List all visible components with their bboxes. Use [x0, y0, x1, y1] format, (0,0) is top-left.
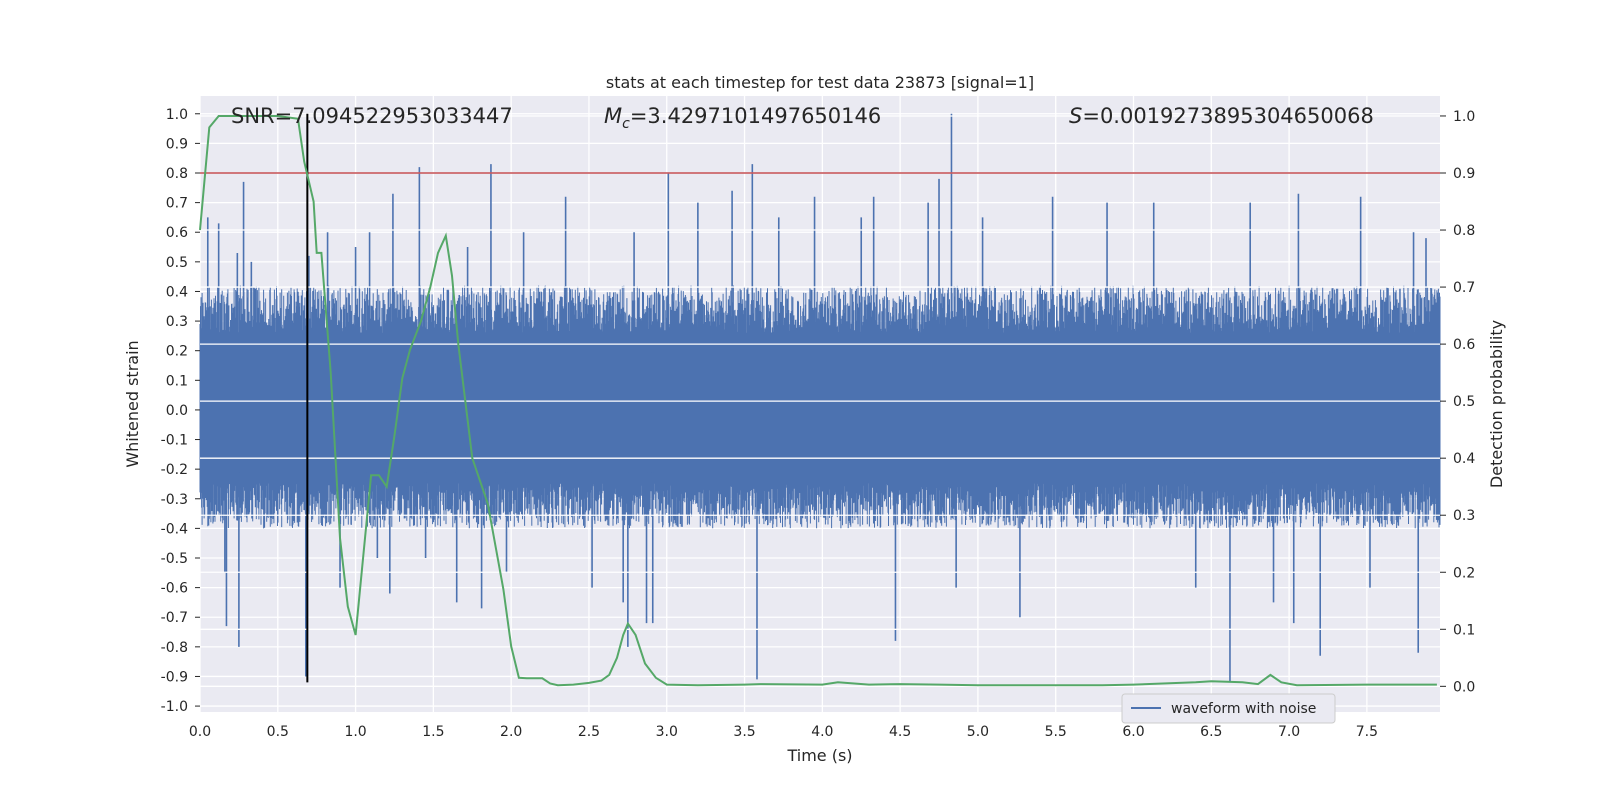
y-tick-label: -0.8 [161, 640, 188, 656]
y-tick-label: 0.8 [166, 166, 188, 182]
y-axis-label: Whitened strain [123, 340, 142, 467]
y-tick-label: -1.0 [161, 699, 188, 715]
x-tick-label: 4.5 [889, 724, 911, 740]
y-tick-label: -0.6 [161, 581, 188, 597]
y-tick-label: 0.4 [166, 284, 188, 300]
x-tick-label: 1.0 [344, 724, 366, 740]
x-tick-label: 0.5 [267, 724, 289, 740]
y-tick-label: 0.0 [166, 403, 188, 419]
y-tick-label: 0.9 [166, 136, 188, 152]
y2-tick-label: 0.0 [1453, 679, 1475, 695]
legend-box [1121, 693, 1336, 724]
x-tick-label: 2.0 [500, 724, 522, 740]
s-value: =0.0019273895304650068 [1082, 104, 1374, 128]
y-tick-label: 0.1 [166, 373, 188, 389]
y2-tick-label: 0.8 [1453, 223, 1475, 239]
y2-tick-label: 0.1 [1453, 622, 1475, 638]
y2-tick-label: 0.5 [1453, 394, 1475, 410]
y-tick-label: 0.6 [166, 225, 188, 241]
y2-tick-label: 0.3 [1453, 508, 1475, 524]
snr-annotation: SNR=7.094522953033447 [231, 104, 513, 128]
chirp-mass-subscript: c [622, 116, 630, 132]
x-tick-label: 6.0 [1122, 724, 1144, 740]
x-tick-label: 5.5 [1045, 724, 1067, 740]
y-tick-label: 0.5 [166, 255, 188, 271]
y2-tick-label: 0.6 [1453, 337, 1475, 353]
y2-tick-label: 0.4 [1453, 451, 1475, 467]
y-tick-label: 0.7 [166, 196, 188, 212]
s-symbol: S [1069, 104, 1082, 128]
waveform-with-noise-series [199, 113, 1441, 687]
x-tick-label: 7.0 [1278, 724, 1300, 740]
x-tick-label: 5.0 [967, 724, 989, 740]
axis-ticks: 0.0 0.5 1.0 1.5 2.0 2.5 3.0 3.5 4.0 4.5 5.0 5.5 6.0 6… [161, 107, 1476, 740]
x-tick-label: 3.5 [733, 724, 755, 740]
y-tick-label: 0.2 [166, 344, 188, 360]
chirp-mass-value: =3.4297101497650146 [630, 104, 881, 128]
s-annotation: S=0.0019273895304650068 [1069, 104, 1374, 128]
x-tick-label: 7.5 [1356, 724, 1378, 740]
y2-tick-label: 0.7 [1453, 280, 1475, 296]
y2-axis-label: Detection probability [1487, 320, 1506, 488]
y-tick-label: -0.3 [161, 492, 188, 508]
y2-tick-label: 0.2 [1453, 565, 1475, 581]
waveform-core-band [200, 344, 1440, 473]
chirp-mass-annotation: Mc=3.4297101497650146 [604, 104, 881, 132]
y-tick-label: -0.2 [161, 462, 188, 478]
chirp-mass-symbol: M [604, 104, 622, 128]
chart-title: stats at each timestep for test data 238… [606, 73, 1034, 92]
legend: waveform with noise [1121, 693, 1336, 724]
x-tick-label: 4.0 [811, 724, 833, 740]
x-axis-label: Time (s) [786, 746, 852, 765]
y2-tick-label: 1.0 [1453, 109, 1475, 125]
detection-probability-series [199, 115, 1437, 687]
y-tick-label: 1.0 [166, 107, 188, 123]
y-tick-label: -0.5 [161, 551, 188, 567]
y-tick-label: -0.9 [161, 669, 188, 685]
x-tick-label: 6.5 [1200, 724, 1222, 740]
x-tick-label: 1.5 [422, 724, 444, 740]
x-tick-label: 2.5 [578, 724, 600, 740]
y2-tick-label: 0.9 [1453, 166, 1475, 182]
x-tick-label: 0.0 [189, 724, 211, 740]
y-tick-label: -0.4 [161, 521, 188, 537]
x-tick-label: 3.0 [656, 724, 678, 740]
y-tick-label: 0.3 [166, 314, 188, 330]
legend-label: waveform with noise [1171, 701, 1316, 717]
y-tick-label: -0.1 [161, 433, 188, 449]
y-tick-label: -0.7 [161, 610, 188, 626]
